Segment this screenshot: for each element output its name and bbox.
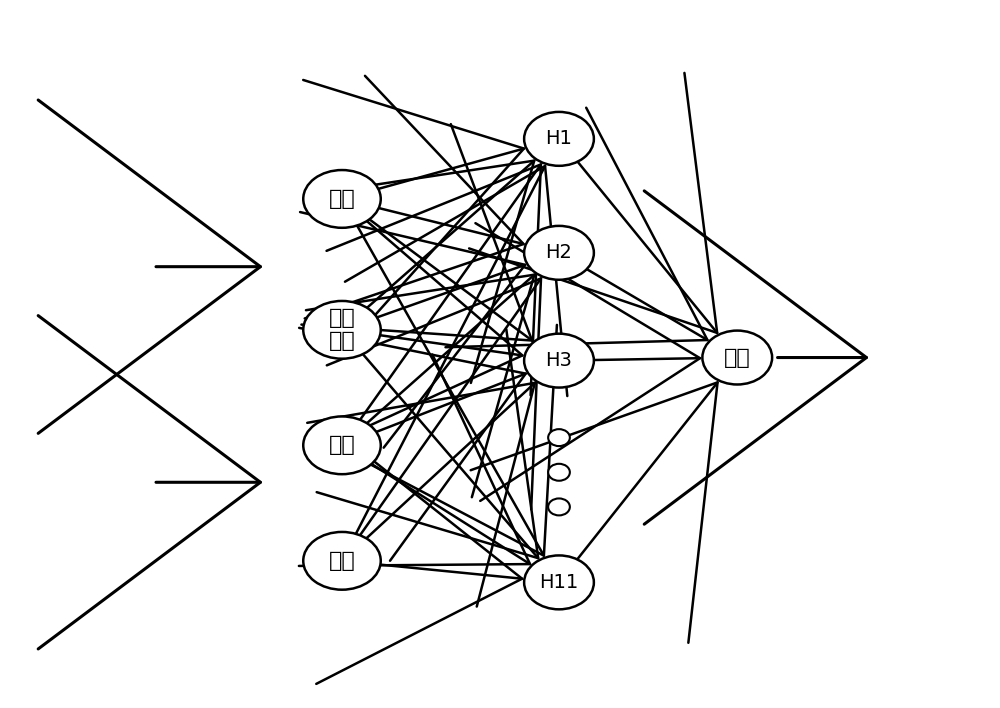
Ellipse shape: [548, 464, 570, 481]
Text: 菌种: 菌种: [329, 435, 355, 455]
Ellipse shape: [303, 532, 381, 590]
Ellipse shape: [303, 416, 381, 474]
Ellipse shape: [303, 301, 381, 359]
Text: 温度: 温度: [329, 189, 355, 209]
Text: H2: H2: [546, 244, 572, 263]
Ellipse shape: [548, 498, 570, 515]
Text: H1: H1: [546, 130, 572, 149]
Ellipse shape: [702, 331, 772, 384]
Text: 气调
比例: 气调 比例: [329, 308, 355, 351]
Text: 菌量: 菌量: [724, 348, 751, 367]
Text: 时间: 时间: [329, 551, 355, 571]
Text: H3: H3: [546, 351, 572, 370]
Ellipse shape: [524, 556, 594, 610]
Ellipse shape: [524, 333, 594, 387]
Ellipse shape: [303, 170, 381, 228]
Text: H11: H11: [539, 573, 579, 592]
Ellipse shape: [548, 429, 570, 446]
Ellipse shape: [524, 112, 594, 166]
Ellipse shape: [524, 226, 594, 280]
